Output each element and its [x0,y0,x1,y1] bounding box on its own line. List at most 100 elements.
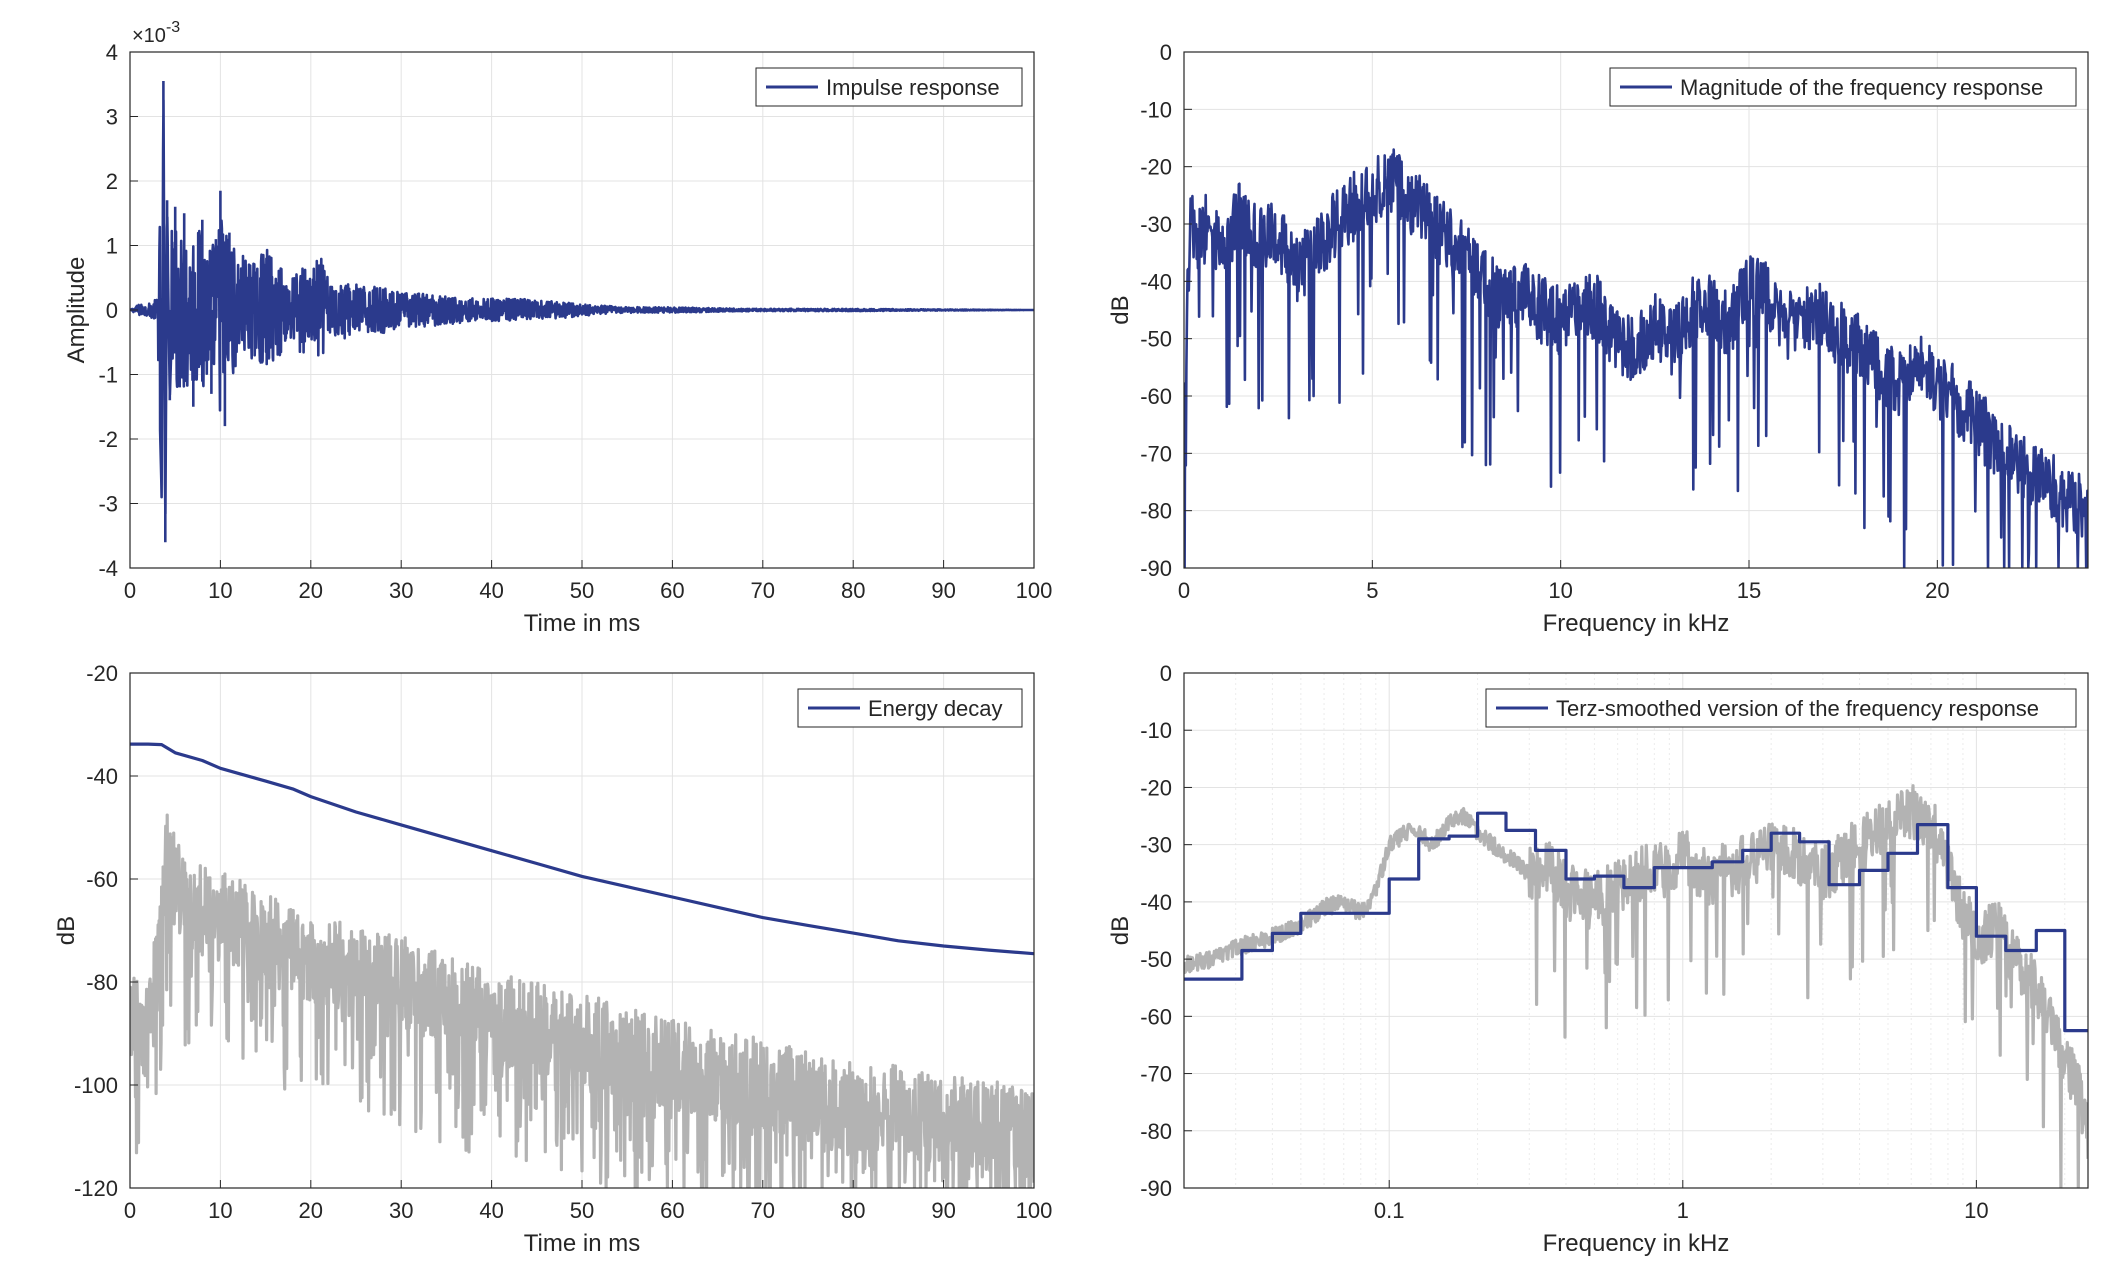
x-tick-label: 40 [479,578,503,603]
y-tick-label: 4 [106,40,118,65]
x-tick-label: 90 [931,578,955,603]
chart-impulse: 0 10 20 30 40 50 60 70 80 90 100 -4 -3 -2 -1 0 1 2 3 4 ×10-3… [63,19,1052,637]
x-tick-label: 10 [1548,578,1572,603]
x-tick-label: 0 [1178,578,1190,603]
y-tick-label: -90 [1140,1176,1172,1201]
y-tick-label: -10 [1140,718,1172,743]
x-tick-label: 90 [931,1198,955,1223]
y-tick-label: -10 [1140,97,1172,122]
y-tick-label: -80 [1140,1119,1172,1144]
series-main-energy [130,742,1034,956]
chart-energy: 0 10 20 30 40 50 60 70 80 90 100 -20 -40 -60 -80 -100 -1… [53,661,1052,1257]
x-tick-label: 20 [299,578,323,603]
legend-box [1485,688,2077,728]
x-tick-label: 60 [660,578,684,603]
x-tick-label: 50 [570,578,594,603]
x-tick-label: 10 [208,578,232,603]
y-tick-label: 2 [106,169,118,194]
legend: Energy decay [797,688,1023,728]
x-tick-label: 100 [1016,1198,1053,1223]
y-tick-label: 3 [106,105,118,130]
x-tick-label: 40 [479,1198,503,1223]
x-tick-label: 0 [124,578,136,603]
y-tick-label: -120 [74,1176,118,1201]
y-axis-label: dB [1107,916,1134,945]
x-tick-label: 80 [841,578,865,603]
x-tick-label: 5 [1366,578,1378,603]
y-tick-label: -60 [86,867,118,892]
x-tick-label: 100 [1016,578,1053,603]
y-tick-label: -20 [86,661,118,686]
series-main-impulse [130,81,1034,543]
legend-label: Magnitude of the frequency response [1680,75,2043,100]
series-line [130,81,1034,543]
x-tick-label: 1 [1677,1198,1689,1223]
y-axis-label: dB [53,916,80,945]
y-tick-label: -20 [1140,775,1172,800]
series-secondary-energy [130,813,1034,1188]
x-tick-label: 10 [1964,1198,1988,1223]
x-tick-label: 60 [660,1198,684,1223]
y-axis-label: dB [1107,295,1134,324]
y-tick-label: 0 [1160,40,1172,65]
y-tick-label: -60 [1140,384,1172,409]
series-line [130,813,1034,1188]
legend-label: Energy decay [868,696,1003,721]
legend-label: Impulse response [826,75,1000,100]
x-tick-label: 0.1 [1374,1198,1405,1223]
y-tick-label: -70 [1140,1062,1172,1087]
legend: Magnitude of the frequency response [1609,67,2077,107]
y-tick-label: -30 [1140,212,1172,237]
series-line [1184,784,2088,1188]
x-tick-label: 80 [841,1198,865,1223]
x-tick-label: 70 [751,1198,775,1223]
y-tick-label: -2 [98,427,118,452]
series-main-magnitude [1184,148,2088,568]
y-tick-label: -100 [74,1073,118,1098]
y-tick-label: -70 [1140,441,1172,466]
chart-terz: 0.1 1 10 0 -10 -20 -30 -40 -50 -60 -70 -80 -90 Freque… [1107,661,2089,1257]
y-axis-label: Amplitude [63,257,90,364]
y-tick-label: -50 [1140,947,1172,972]
y-tick-label: -50 [1140,327,1172,352]
axes-box [1183,51,2089,569]
x-tick-label: 0 [124,1198,136,1223]
legend: Terz-smoothed version of the frequency r… [1485,688,2077,728]
y-tick-label: -20 [1140,155,1172,180]
y-tick-label: -30 [1140,833,1172,858]
y-tick-label: 0 [106,298,118,323]
y-tick-label: -90 [1140,556,1172,581]
y-tick-label: -80 [86,970,118,995]
series-main-terz [1184,811,2088,1033]
x-tick-label: 20 [1925,578,1949,603]
x-tick-label: 50 [570,1198,594,1223]
x-tick-label: 70 [751,578,775,603]
y-tick-label: -80 [1140,499,1172,524]
y-tick-label: 1 [106,234,118,259]
y-tick-label: -3 [98,492,118,517]
x-tick-label: 15 [1737,578,1761,603]
chart-magnitude: 0 5 10 15 20 0 -10 -20 -30 -40 -50 -60 -70 -80 -90 Freq… [1107,40,2089,637]
x-axis-label: Time in ms [524,610,640,637]
series-secondary-terz [1184,784,2088,1188]
y-tick-label: -4 [98,556,118,581]
legend: Impulse response [755,67,1023,107]
y-tick-label: -40 [86,764,118,789]
series-line [130,742,1034,956]
x-axis-label: Frequency in kHz [1543,610,1730,637]
y-tick-label: 0 [1160,661,1172,686]
legend-box [1609,67,2077,107]
y-tick-label: -40 [1140,269,1172,294]
x-axis-label: Time in ms [524,1230,640,1257]
series-line [1184,811,2088,1033]
legend-label: Terz-smoothed version of the frequency r… [1556,696,2039,721]
y-tick-label: -60 [1140,1004,1172,1029]
y-tick-label: -1 [98,363,118,388]
y-exponent-label: ×10-3 [132,19,180,47]
x-tick-label: 30 [389,578,413,603]
x-tick-label: 10 [208,1198,232,1223]
series-line [1184,148,2088,568]
y-tick-label: -40 [1140,890,1172,915]
axes-box [1183,672,2089,1189]
